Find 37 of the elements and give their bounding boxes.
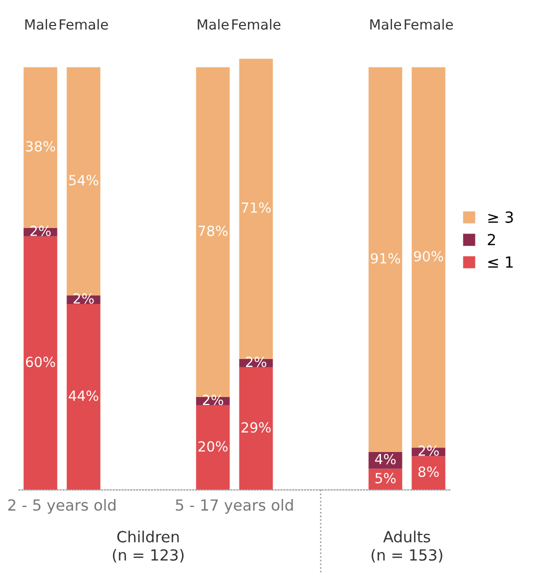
legend-label: 2 (488, 234, 495, 246)
data-label: 29% (242, 422, 271, 433)
data-label: 78% (198, 226, 228, 236)
bar (66, 304, 100, 490)
x-tick-label: Male (370, 18, 402, 30)
x-tick-label: Female (232, 18, 280, 30)
x-tick-label: Male (25, 18, 56, 30)
data-label: 90% (414, 250, 444, 262)
data-label: 4% (375, 454, 396, 464)
data-label: 2% (418, 445, 439, 456)
data-label: 91% (370, 253, 400, 264)
data-label: 8% (418, 466, 439, 478)
data-label: 71% (242, 202, 271, 213)
data-label: 2% (30, 226, 51, 236)
text: 2 - 5 years old (8, 498, 116, 514)
legend-label: ≥ 3 (488, 211, 513, 223)
bar (239, 367, 273, 490)
text: Adults (n = 153) (372, 530, 442, 563)
data-label: 2% (202, 394, 224, 406)
data-label: 2% (246, 356, 266, 368)
data-label: 20% (198, 441, 228, 452)
bar (412, 456, 446, 490)
text: 5 - 17 years old (176, 498, 293, 514)
x-tick-label: Female (60, 18, 108, 30)
data-label: 60% (26, 356, 56, 368)
x-tick-label: Male (198, 18, 229, 30)
data-label: 38% (26, 141, 56, 152)
data-label: 5% (375, 472, 396, 484)
text: Children (n = 123) (112, 530, 184, 563)
x-tick-label: Female (404, 18, 453, 30)
legend-label: ≤ 1 (488, 256, 513, 268)
bar (196, 405, 230, 490)
bar (368, 67, 402, 452)
data-label: 44% (68, 390, 98, 401)
data-label: 54% (69, 174, 98, 186)
bar (24, 236, 58, 490)
data-label: 2% (74, 293, 94, 304)
